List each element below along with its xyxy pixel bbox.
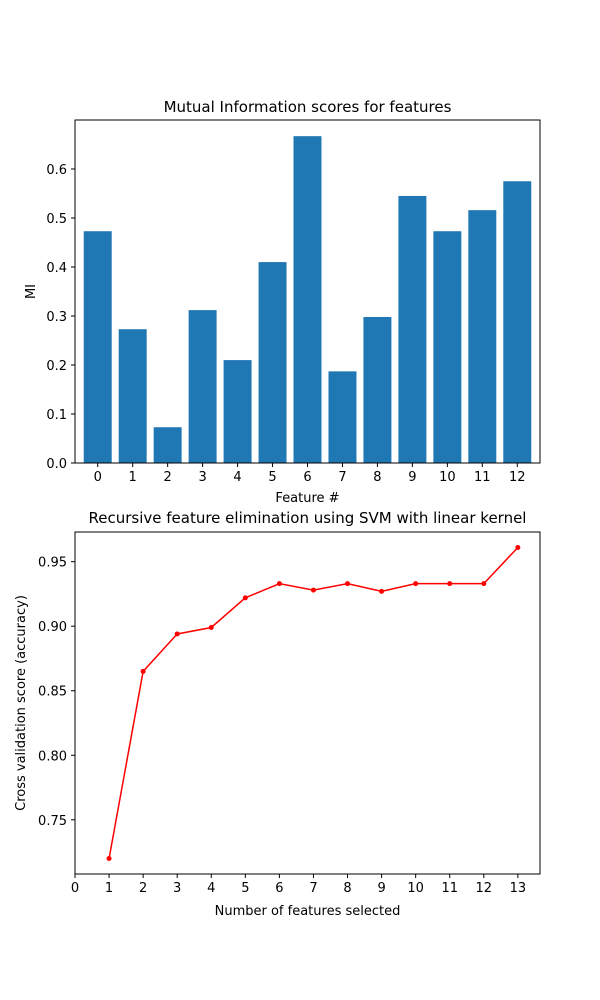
x-tick-label: 13 <box>510 881 527 896</box>
rfe-line-chart: Recursive feature elimination using SVM … <box>14 509 541 919</box>
chart2-x-axis-label: Number of features selected <box>215 904 401 919</box>
bar-feature-1 <box>118 329 147 463</box>
chart1-y-ticks: 0.0 0.1 0.2 0.3 0.4 0.5 0.6 <box>46 163 75 472</box>
bar-feature-6 <box>293 136 322 464</box>
y-tick-label: 0.1 <box>46 408 67 423</box>
x-tick-label: 1 <box>105 881 113 896</box>
y-tick-label: 0.85 <box>38 685 67 700</box>
x-tick-label: 12 <box>509 470 526 485</box>
x-tick-label: 11 <box>474 470 491 485</box>
x-tick-label: 0 <box>94 470 102 485</box>
chart2-y-ticks: 0.75 0.80 0.85 0.90 0.95 <box>38 556 75 829</box>
point-6 <box>276 581 282 587</box>
chart2-x-ticks: 0 1 2 3 4 5 6 7 8 9 10 11 12 13 <box>71 874 526 896</box>
chart1-x-ticks: 0 1 2 3 4 5 6 7 8 9 10 11 12 <box>94 463 526 485</box>
chart1-title: Mutual Information scores for features <box>164 98 452 116</box>
bar-feature-5 <box>258 262 287 463</box>
chart1-plot-frame <box>74 119 541 464</box>
y-tick-label: 0.80 <box>38 749 67 764</box>
x-tick-label: 10 <box>439 470 456 485</box>
y-tick-label: 0.6 <box>46 163 67 178</box>
x-tick-label: 8 <box>373 470 381 485</box>
y-tick-label: 0.75 <box>38 814 67 829</box>
point-8 <box>345 581 351 587</box>
y-tick-label: 0.5 <box>46 212 67 227</box>
point-1 <box>106 856 112 862</box>
y-tick-label: 0.95 <box>38 556 67 571</box>
bar-feature-8 <box>363 316 392 463</box>
x-tick-label: 3 <box>173 881 181 896</box>
x-tick-label: 2 <box>139 881 147 896</box>
x-tick-label: 0 <box>71 881 79 896</box>
x-tick-label: 8 <box>343 881 351 896</box>
x-tick-label: 7 <box>338 470 346 485</box>
chart2-plot-frame <box>74 531 541 875</box>
x-tick-label: 2 <box>164 470 172 485</box>
chart1-y-axis-label: MI <box>24 284 39 299</box>
x-tick-label: 6 <box>303 470 311 485</box>
x-tick-label: 5 <box>241 881 249 896</box>
point-5 <box>242 595 248 601</box>
x-tick-label: 12 <box>476 881 493 896</box>
x-tick-label: 5 <box>268 470 276 485</box>
bar-feature-4 <box>223 360 252 463</box>
point-7 <box>310 587 316 593</box>
point-9 <box>379 588 385 594</box>
bar-feature-12 <box>503 181 532 463</box>
point-2 <box>140 668 146 674</box>
chart2-series-line <box>108 546 519 859</box>
x-tick-label: 9 <box>408 470 416 485</box>
point-10 <box>413 581 419 587</box>
bar-feature-2 <box>153 427 182 463</box>
y-tick-label: 0.2 <box>46 359 67 374</box>
point-4 <box>208 625 214 631</box>
chart1-x-axis-label: Feature # <box>275 491 339 506</box>
bar-feature-10 <box>433 231 462 463</box>
chart2-y-axis-label: Cross validation score (accuracy) <box>14 595 29 811</box>
y-tick-label: 0.3 <box>46 310 67 325</box>
x-tick-label: 6 <box>275 881 283 896</box>
chart1-bars <box>83 136 532 464</box>
x-tick-label: 10 <box>407 881 424 896</box>
point-13 <box>515 544 521 550</box>
x-tick-label: 11 <box>441 881 458 896</box>
bar-feature-0 <box>83 231 112 463</box>
mi-bar-chart: Mutual Information scores for features 0… <box>24 98 541 506</box>
y-tick-label: 0.90 <box>38 620 67 635</box>
x-tick-label: 1 <box>129 470 137 485</box>
chart2-title: Recursive feature elimination using SVM … <box>89 509 527 527</box>
x-tick-label: 4 <box>207 881 215 896</box>
bar-feature-3 <box>188 310 217 463</box>
bar-feature-7 <box>328 371 357 463</box>
bar-feature-9 <box>398 195 427 463</box>
y-tick-label: 0.4 <box>46 261 67 276</box>
x-tick-label: 4 <box>233 470 241 485</box>
y-tick-label: 0.0 <box>46 457 67 472</box>
x-tick-label: 3 <box>198 470 206 485</box>
point-12 <box>481 581 487 587</box>
x-tick-label: 7 <box>309 881 317 896</box>
point-3 <box>174 631 180 637</box>
bar-feature-11 <box>468 210 497 463</box>
point-11 <box>447 581 453 587</box>
x-tick-label: 9 <box>377 881 385 896</box>
chart2-points <box>106 544 521 862</box>
